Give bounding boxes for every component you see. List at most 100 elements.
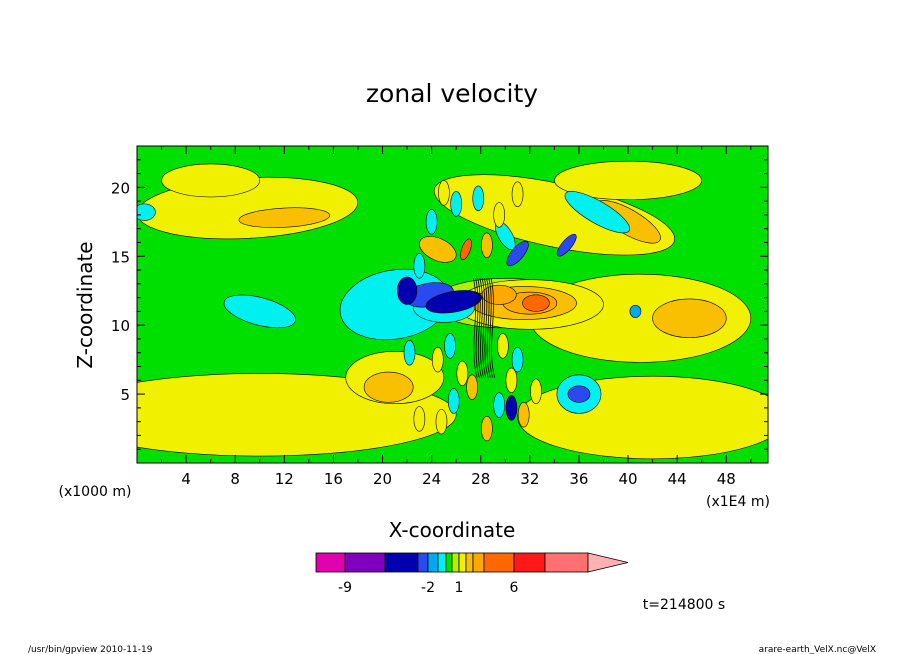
y-tick-label: 20 [111,179,130,197]
footer-right: arare-earth_VelX.nc@VelX [759,645,876,654]
contour-cell [425,209,438,235]
contour-cell [493,392,505,418]
colorbar-label: 6 [510,580,519,596]
plot-area [137,146,768,463]
contour-field [137,160,768,460]
colorbar-segment [344,552,386,573]
x-unit-right: (x1E4 m) [706,494,770,510]
contour-cell [517,402,530,428]
x-tick-label: 44 [668,470,687,488]
x-tick-label: 40 [619,470,638,488]
colorbar-segment [513,552,546,573]
y-axis: 5 10 15 20 [111,159,768,450]
x-tick-label: 16 [324,470,343,488]
colorbar-segment [384,552,419,573]
contour-cell [530,378,542,405]
contour-cell [413,406,426,432]
contour-cell [481,232,493,258]
colorbar-segment [315,552,346,573]
contour-line [486,278,491,378]
time-label: t=214800 s [643,597,725,613]
x-tick-label: 12 [275,470,294,488]
colorbar: -9 -2 1 6 [315,552,629,596]
colorbar-segment [483,552,515,573]
x-tick-label: 20 [373,470,392,488]
contour-region [556,233,577,257]
contour-cell [511,346,524,373]
contour-cell [403,340,416,366]
y-tick-label: 5 [120,386,130,404]
contour-region [629,304,642,318]
contour-line [472,278,478,378]
colorbar-segment [465,552,474,573]
contour-cell [413,253,426,279]
colorbar-segment [445,552,453,573]
colorbar-segment [417,552,429,573]
contour-region [425,290,482,314]
contour-cell [505,395,518,421]
y-tick-label: 10 [111,317,130,335]
contour-region [137,203,156,221]
contour-cell [438,180,450,206]
contour-cell [493,202,505,228]
y-tick-label: 15 [111,248,130,266]
contour-line [490,278,496,378]
chart-title: zonal velocity [366,79,538,108]
colorbar-label: -2 [421,580,435,596]
contour-line [484,278,489,378]
x-axis-label: X-coordinate [389,518,516,542]
contour-region [567,385,591,403]
colorbar-label: 1 [455,580,464,596]
colorbar-segment [472,552,485,573]
contour-line [477,278,482,378]
colorbar-segment [427,552,439,573]
colorbar-segment [544,552,589,573]
colorbar-arrow [587,552,629,573]
colorbar-segment [451,552,460,573]
contour-cell [431,346,444,373]
contour-region [238,207,330,228]
contour-region [363,371,414,403]
contour-cell [505,367,518,394]
contour-region [460,238,472,261]
contour-cell [481,415,493,442]
contour-region [396,276,418,305]
contour-region [161,163,261,198]
x-tick-label: 28 [471,470,490,488]
contour-cell [472,185,485,212]
contour-region [564,191,631,234]
x-tick-label: 36 [569,470,588,488]
contour-line [475,278,480,378]
contour-region [506,240,529,267]
contour-cell [435,408,448,435]
contour-cell [444,333,456,359]
contour-cell [456,360,469,387]
colorbar-label: -9 [338,580,352,596]
contour-cell [497,333,509,359]
x-axis: 4 8 12 16 20 24 28 32 36 40 44 48 [161,146,752,488]
contour-cell [511,181,524,207]
x-tick-label: 32 [520,470,539,488]
contour-region [419,236,457,263]
y-axis-label: Z-coordinate [73,241,97,368]
x-tick-label: 24 [422,470,441,488]
contour-region [522,294,550,312]
x-tick-label: 8 [230,470,240,488]
contour-region [223,294,296,329]
colorbar-segment [437,552,447,573]
contour-region [554,160,703,201]
contour-cell [450,191,463,217]
contour-cell [447,388,460,414]
x-tick-label: 48 [717,470,736,488]
contour-line [479,278,485,378]
contour-region [652,298,727,338]
colorbar-segment [458,552,467,573]
x-tick-label: 4 [181,470,191,488]
contour-line [488,278,493,378]
contour-cell [466,374,478,400]
x-unit-left: (x1000 m) [59,484,132,500]
footer-left: /usr/bin/gpview 2010-11-19 [28,645,153,654]
plot-frame [136,145,769,464]
contour-line [481,278,487,378]
